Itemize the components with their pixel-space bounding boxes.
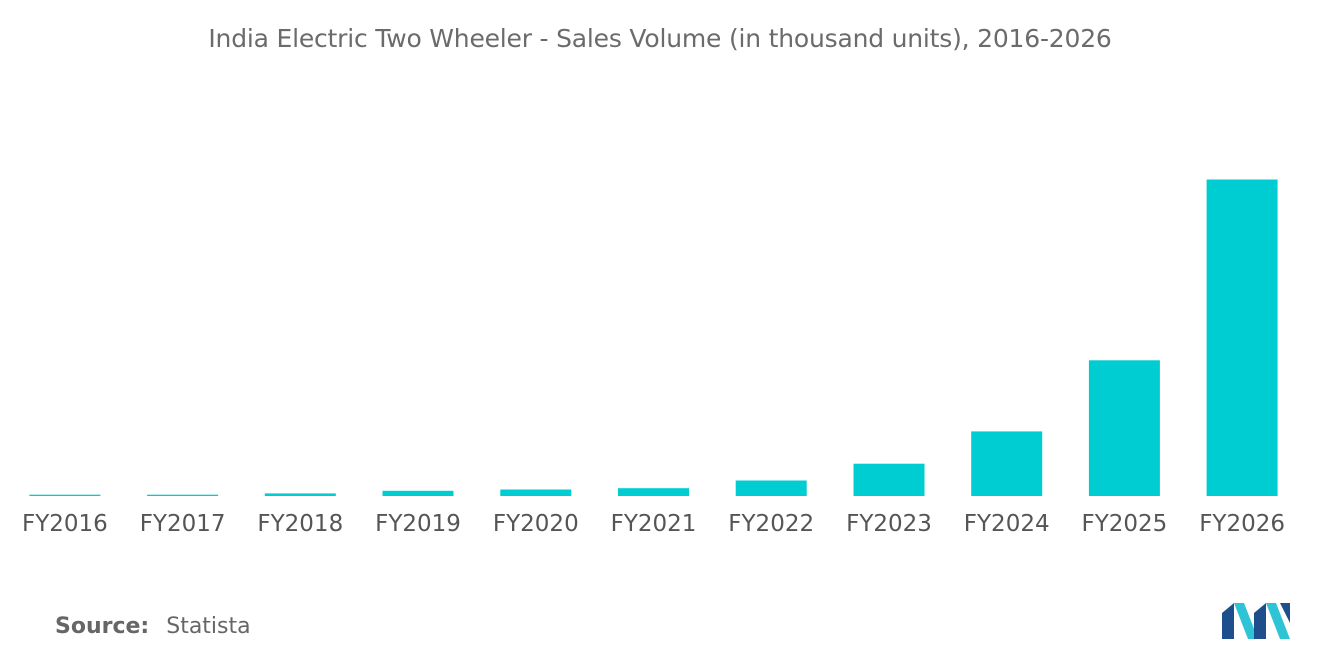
x-tick-label-fy2025: FY2025: [1081, 511, 1167, 537]
source-label: Source:: [55, 614, 150, 639]
bar-fy2016: [29, 494, 101, 496]
source-value: Statista: [166, 614, 251, 639]
mordor-intelligence-logo: [1222, 603, 1290, 639]
x-tick-label-fy2016: FY2016: [22, 511, 108, 537]
logo-left-stroke: [1222, 603, 1234, 639]
chart-title: India Electric Two Wheeler - Sales Volum…: [208, 24, 1112, 53]
x-tick-label-fy2026: FY2026: [1199, 511, 1285, 537]
logo-middle-stroke: [1254, 603, 1266, 639]
bar-fy2019: [382, 490, 454, 496]
logo-right-stroke: [1280, 603, 1290, 623]
bar-fy2025: [1088, 360, 1160, 496]
logo-diagonal-stroke-2: [1266, 603, 1290, 639]
bar-fy2018: [264, 493, 336, 496]
bar-fy2023: [853, 463, 925, 496]
bars-group: [29, 179, 1278, 496]
x-tick-label-fy2021: FY2021: [611, 511, 697, 537]
x-tick-label-fy2023: FY2023: [846, 511, 932, 537]
source-note: Source: Statista: [55, 614, 251, 639]
bar-fy2026: [1206, 179, 1278, 496]
logo-diagonal-stroke-1: [1234, 603, 1258, 639]
bar-fy2022: [735, 480, 807, 496]
bar-fy2020: [500, 489, 572, 496]
x-tick-label-fy2020: FY2020: [493, 511, 579, 537]
x-tick-label-fy2018: FY2018: [257, 511, 343, 537]
x-tick-labels: FY2016 FY2017 FY2018 FY2019 FY2020 FY2021 FY20…: [22, 511, 1285, 537]
bar-fy2021: [618, 488, 689, 496]
bar-chart: FY2016 FY2017 FY2018 FY2019 FY2020 FY2021 FY20…: [22, 179, 1285, 537]
x-tick-label-fy2019: FY2019: [375, 511, 461, 537]
bar-fy2024: [971, 431, 1043, 496]
x-tick-label-fy2024: FY2024: [964, 511, 1050, 537]
bar-fy2017: [147, 494, 219, 496]
x-tick-label-fy2022: FY2022: [728, 511, 814, 537]
x-tick-label-fy2017: FY2017: [140, 511, 226, 537]
